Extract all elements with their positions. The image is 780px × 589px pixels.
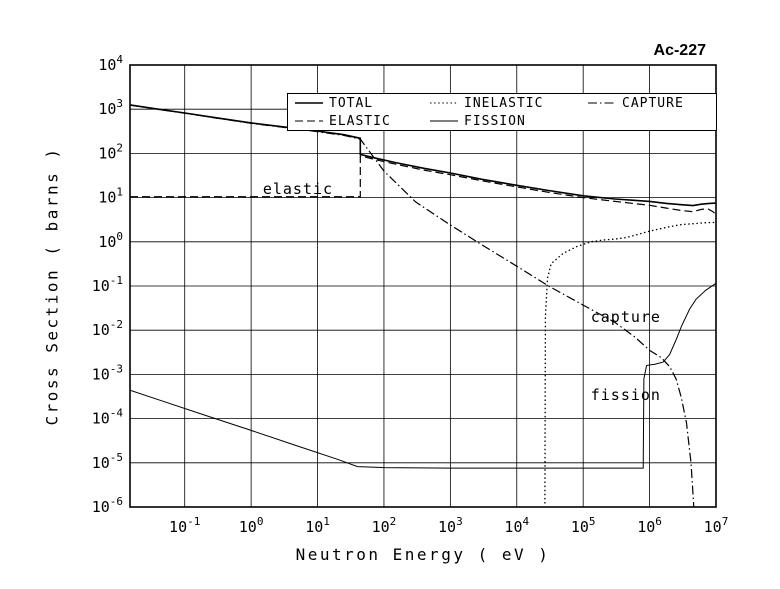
legend-line-sample-dashdot [588, 102, 616, 104]
legend-item-fission: FISSION [429, 114, 587, 129]
legend-item-elastic: ELASTIC [294, 114, 429, 129]
series-elastic [130, 155, 716, 216]
legend-label: ELASTIC [329, 113, 391, 129]
series-capture [130, 104, 695, 507]
y-tick-label: 102 [98, 141, 123, 162]
legend-label: TOTAL [329, 95, 374, 111]
legend-item-capture: CAPTURE [587, 96, 716, 111]
series-inelastic [544, 221, 716, 504]
legend-item-inelastic: INELASTIC [429, 96, 587, 111]
legend-line-sample-dotted [430, 102, 458, 104]
x-tick-label: 102 [372, 515, 397, 536]
annotation-elastic: elastic [262, 179, 334, 198]
legend-line-sample-solid [295, 102, 323, 104]
y-tick-label: 10-2 [92, 318, 123, 339]
x-tick-label: 101 [305, 515, 330, 536]
y-tick-label: 10-3 [92, 362, 123, 383]
y-tick-label: 10-1 [92, 274, 123, 295]
plot-frame [129, 64, 717, 508]
chart-title: Ac-227 [653, 42, 706, 59]
x-tick-label: 105 [571, 515, 596, 536]
legend-box: TOTAL INELASTIC CAPTURE ELASTIC FISSION [287, 93, 717, 131]
y-tick-label: 103 [98, 97, 123, 118]
y-tick-label: 104 [98, 53, 123, 74]
legend-item-total: TOTAL [294, 96, 429, 111]
x-tick-label: 107 [704, 515, 729, 536]
legend-line-sample-dashed [295, 120, 323, 122]
x-tick-label: 106 [637, 515, 662, 536]
y-tick-label: 100 [98, 230, 123, 251]
y-tick-label: 10-5 [92, 451, 123, 472]
annotation-capture: capture [590, 307, 661, 326]
x-tick-label: 10-1 [169, 515, 200, 536]
x-tick-label: 104 [504, 515, 529, 536]
y-tick-label: 101 [98, 186, 123, 207]
legend-line-sample-solid-thin [430, 120, 458, 122]
x-axis-label: Neutron Energy ( eV ) [295, 545, 551, 564]
series-fission [130, 282, 716, 469]
legend-label: CAPTURE [622, 95, 684, 111]
y-tick-label: 10-4 [92, 407, 124, 428]
legend-label: INELASTIC [464, 95, 544, 111]
legend-label: FISSION [464, 113, 526, 129]
y-tick-label: 10-6 [92, 495, 123, 516]
x-tick-label: 100 [239, 515, 264, 536]
y-axis-label: Cross Section ( barns ) [42, 146, 62, 426]
x-tick-label: 103 [438, 515, 463, 536]
annotation-fission: fission [590, 386, 661, 405]
